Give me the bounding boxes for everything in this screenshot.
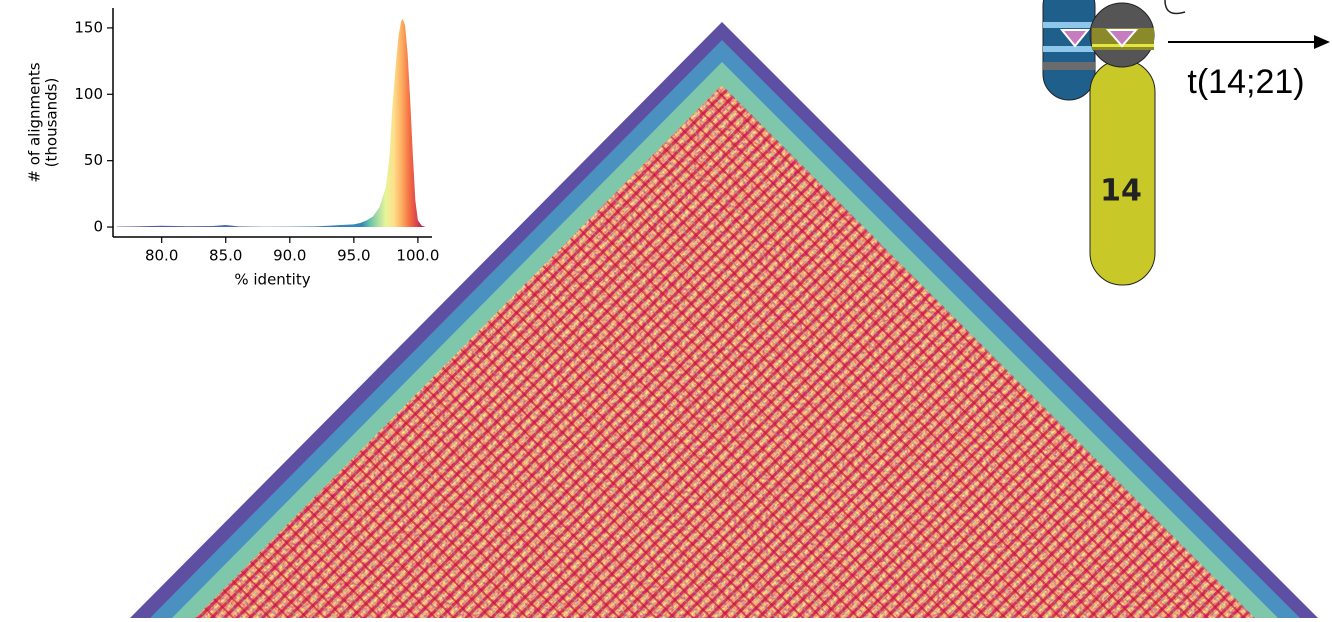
- x-tick-label: 100.0: [396, 247, 439, 265]
- x-tick-label: 80.0: [145, 247, 178, 265]
- x-tick-label: 85.0: [209, 247, 242, 265]
- y-axis-label: (thousands): [43, 78, 61, 168]
- figure: 14 t(14;21) 0 50 100 150 80.0 85.0 90.0 95.0 100…: [0, 0, 1332, 618]
- y-tick-label: 150: [74, 18, 103, 36]
- x-tick-label: 90.0: [273, 247, 306, 265]
- y-tick-label: 50: [84, 151, 103, 169]
- y-tick-label: 100: [74, 85, 103, 103]
- band: [1043, 22, 1095, 28]
- chromosome-14: [1090, 60, 1155, 285]
- band: [1043, 62, 1095, 70]
- page: {"chart_data": {"type": "area", "x": [76…: [0, 0, 1332, 618]
- band: [1043, 46, 1095, 52]
- area: [117, 19, 426, 227]
- curve: [1165, 0, 1185, 14]
- y-axis-label: # of alignments: [26, 62, 44, 182]
- chromosome-label: 14: [1100, 174, 1142, 209]
- arrow-head: [1314, 35, 1330, 49]
- translocation-label: t(14;21): [1187, 63, 1304, 101]
- y-tick-label: 0: [93, 218, 103, 236]
- chromosome-diagram: 14 t(14;21): [1043, 0, 1330, 285]
- histogram: 0 50 100 150 80.0 85.0 90.0 95.0 100.0 % identity…: [26, 8, 440, 289]
- x-tick-label: 95.0: [337, 247, 370, 265]
- x-axis-label: % identity: [234, 271, 310, 289]
